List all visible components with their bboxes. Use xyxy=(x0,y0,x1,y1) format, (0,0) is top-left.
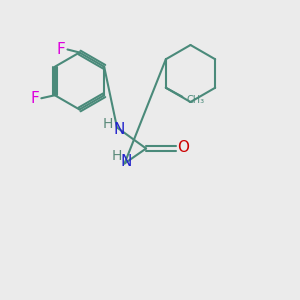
Text: N: N xyxy=(114,122,125,136)
Text: H: H xyxy=(103,117,113,131)
Text: F: F xyxy=(56,42,65,57)
Text: N: N xyxy=(121,154,132,169)
Text: CH₃: CH₃ xyxy=(187,95,205,105)
Text: H: H xyxy=(112,149,122,163)
Text: O: O xyxy=(177,140,189,154)
Text: F: F xyxy=(30,91,39,106)
